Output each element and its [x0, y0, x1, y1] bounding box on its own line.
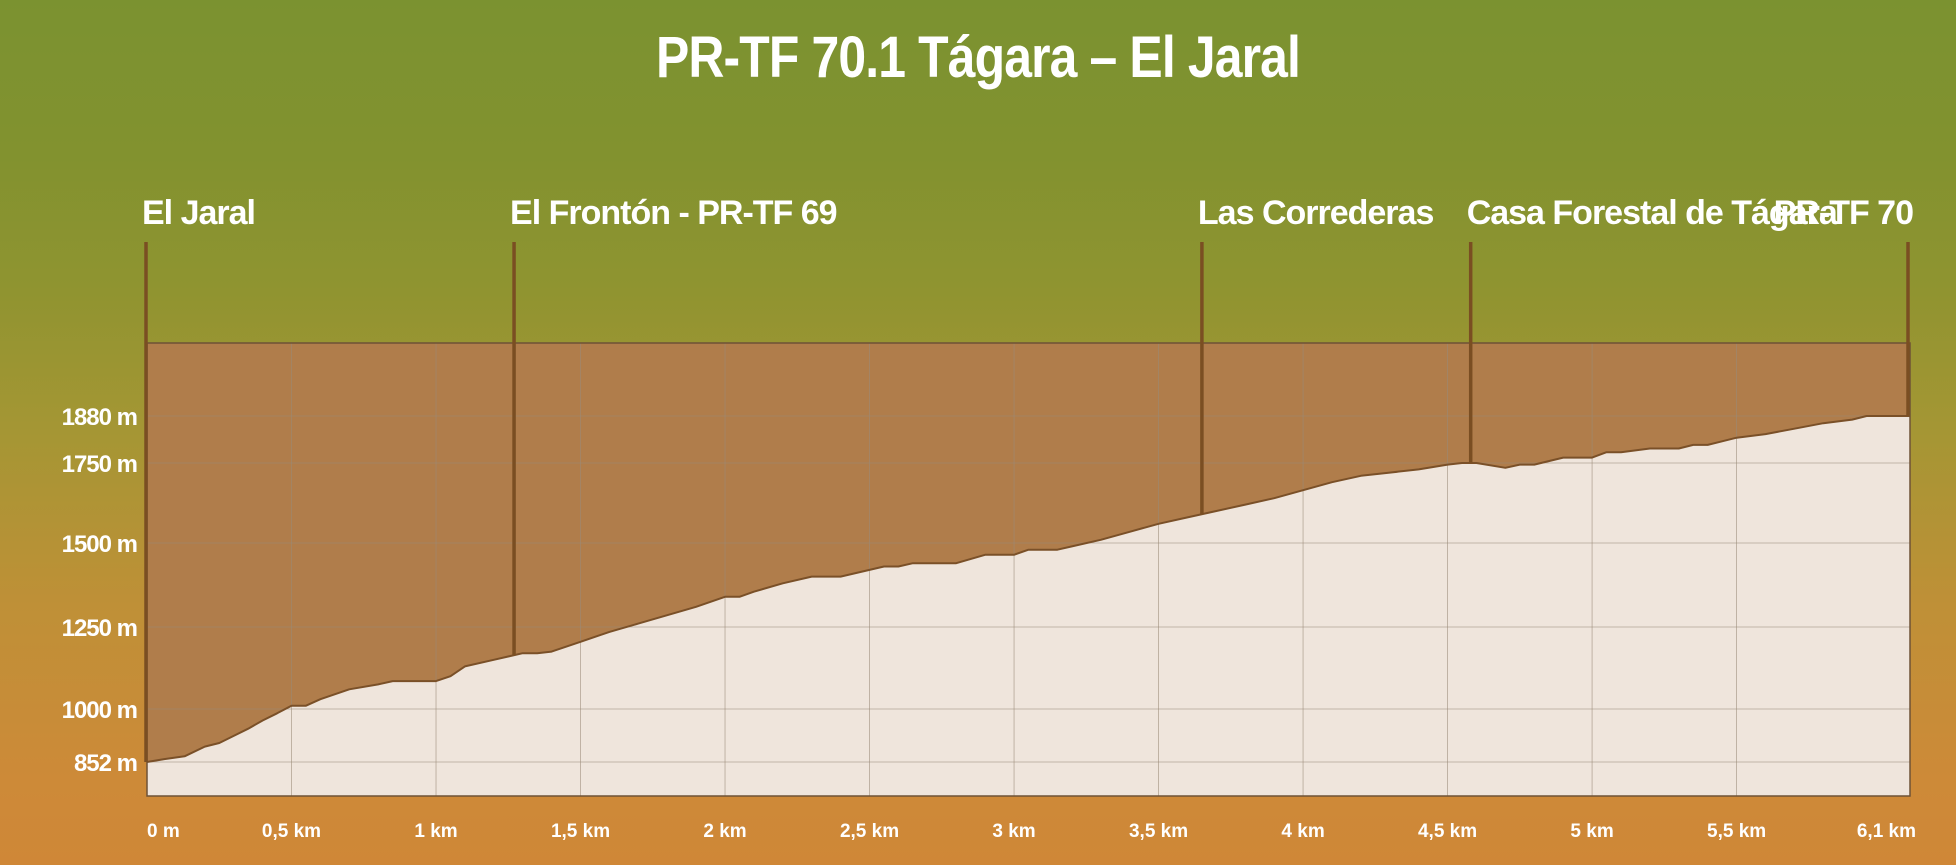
x-tick-label: 5 km [1570, 821, 1613, 842]
y-tick-label: 852 m [74, 750, 137, 777]
x-tick-label: 4 km [1281, 821, 1324, 842]
x-tick-label: 1 km [414, 821, 457, 842]
waypoint-label: PR-TF 70 [1774, 194, 1913, 232]
x-tick-label: 5,5 km [1707, 821, 1766, 842]
elevation-area [147, 416, 1910, 796]
x-tick-label: 2 km [703, 821, 746, 842]
x-tick-label: 2,5 km [840, 821, 899, 842]
x-tick-label: 3 km [992, 821, 1035, 842]
y-tick-label: 1750 m [62, 451, 137, 478]
chart-title: PR-TF 70.1 Tágara – El Jaral [655, 25, 1301, 90]
elevation-line [146, 415, 1910, 763]
x-tick-label: 0,5 km [262, 821, 321, 842]
x-tick-label: 4,5 km [1418, 821, 1477, 842]
y-tick-label: 1250 m [62, 615, 137, 642]
y-tick-label: 1880 m [62, 404, 137, 431]
x-tick-label: 1,5 km [551, 821, 610, 842]
x-tick-label: 3,5 km [1129, 821, 1188, 842]
waypoint-label: Las Correderas [1198, 194, 1434, 232]
waypoint-label: El Frontón - PR-TF 69 [510, 194, 837, 232]
waypoint-label: Casa Forestal de Tágara [1467, 194, 1839, 232]
y-tick-label: 1500 m [62, 531, 137, 558]
waypoint-label: El Jaral [142, 194, 255, 232]
x-tick-label: 0 m [147, 821, 180, 842]
y-tick-label: 1000 m [62, 697, 137, 724]
x-tick-label: 6,1 km [1857, 821, 1916, 842]
